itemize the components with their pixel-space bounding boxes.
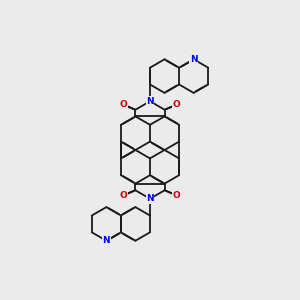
Text: N: N xyxy=(103,236,110,245)
Text: O: O xyxy=(120,100,128,109)
Text: O: O xyxy=(120,191,128,200)
Text: O: O xyxy=(172,191,180,200)
Text: N: N xyxy=(146,194,154,203)
Text: N: N xyxy=(190,55,197,64)
Text: N: N xyxy=(146,97,154,106)
Text: O: O xyxy=(172,100,180,109)
